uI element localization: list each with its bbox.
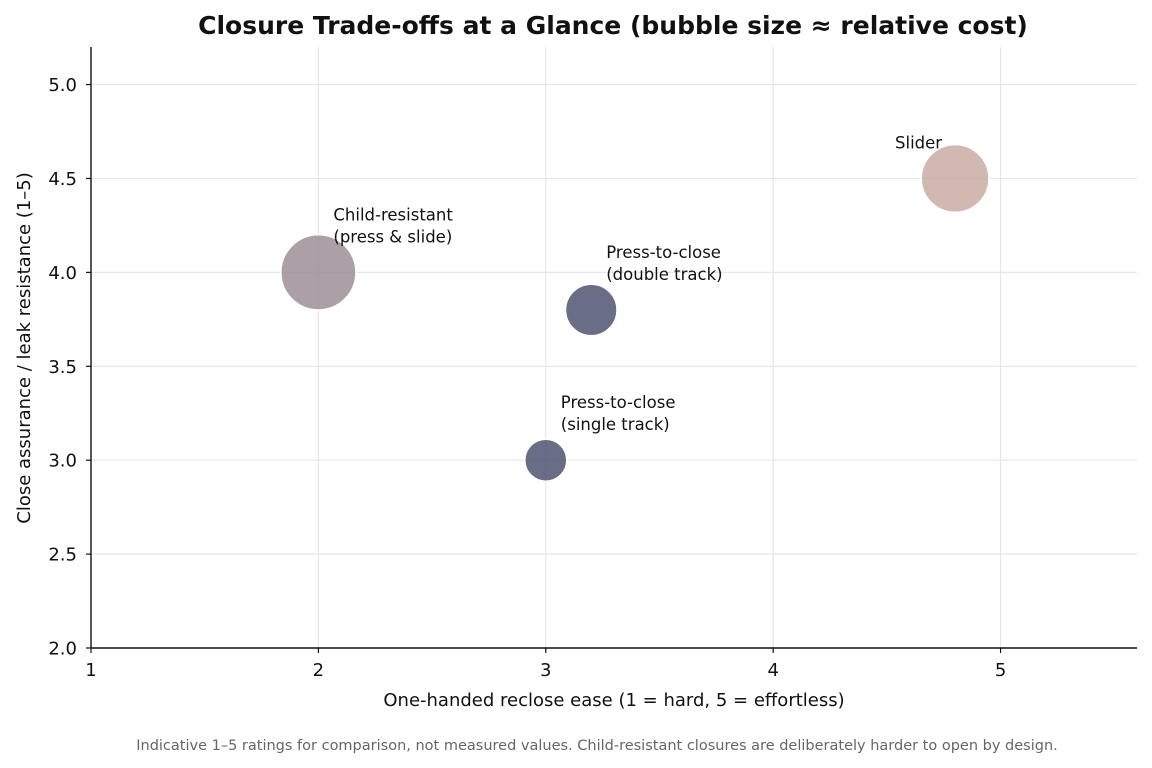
x-tick-label: 3 (540, 660, 551, 681)
x-tick-label: 5 (995, 660, 1006, 681)
y-axis-label: Close assurance / leak resistance (1–5) (14, 172, 35, 524)
grid-lines (91, 47, 1137, 648)
bubble-point (920, 143, 990, 214)
bubble-label: Press-to-close (double track) (606, 243, 722, 284)
bubble-point (524, 438, 568, 482)
chart-title: Closure Trade-offs at a Glance (bubble s… (198, 11, 1028, 40)
x-tick-label: 2 (313, 660, 324, 681)
y-tick-label: 2.0 (48, 639, 77, 660)
axes (90, 47, 1137, 649)
y-tick-label: 4.5 (48, 169, 77, 190)
tick-labels: 1 2 3 4 5 2.0 2.5 3.0 3.5 4.0 4.5 5.0 (48, 75, 1006, 681)
y-tick-label: 4.0 (48, 263, 77, 284)
bubble-label: Press-to-close (single track) (561, 393, 676, 434)
bubbles (280, 143, 990, 482)
footnote: Indicative 1–5 ratings for comparison, n… (136, 738, 1058, 754)
x-tick-label: 4 (767, 660, 778, 681)
bubble-point (280, 234, 357, 311)
bubble-label: Child-resistant (press & slide) (333, 205, 453, 246)
y-tick-label: 2.5 (48, 545, 77, 566)
y-tick-label: 3.0 (48, 451, 77, 472)
y-tick-label: 5.0 (48, 75, 77, 96)
x-tick-label: 1 (85, 660, 96, 681)
bubble-point (564, 283, 618, 337)
bubble-annotations: Press-to-close (single track) Press-to-clo… (333, 133, 942, 434)
y-tick-label: 3.5 (48, 357, 77, 378)
bubble-label: Slider (895, 133, 942, 152)
x-axis-label: One-handed reclose ease (1 = hard, 5 = e… (383, 690, 844, 711)
